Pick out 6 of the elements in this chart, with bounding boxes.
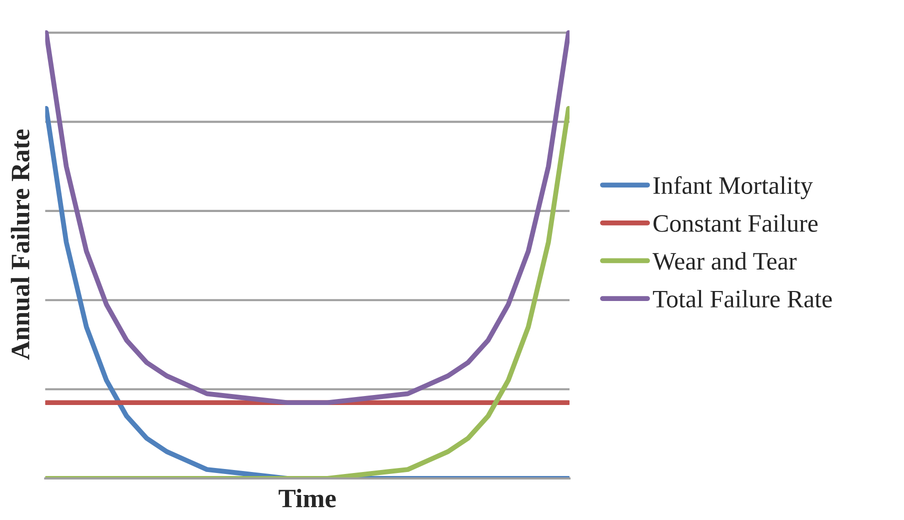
legend-label: Total Failure Rate <box>652 290 832 308</box>
x-axis-title: Time <box>278 488 336 508</box>
legend-label: Infant Mortality <box>653 176 813 200</box>
legend-label: Constant Failure <box>654 214 818 232</box>
y-axis-title: Annual Failure Rate <box>10 129 30 360</box>
legend-label: Wear and Tear <box>652 252 797 270</box>
